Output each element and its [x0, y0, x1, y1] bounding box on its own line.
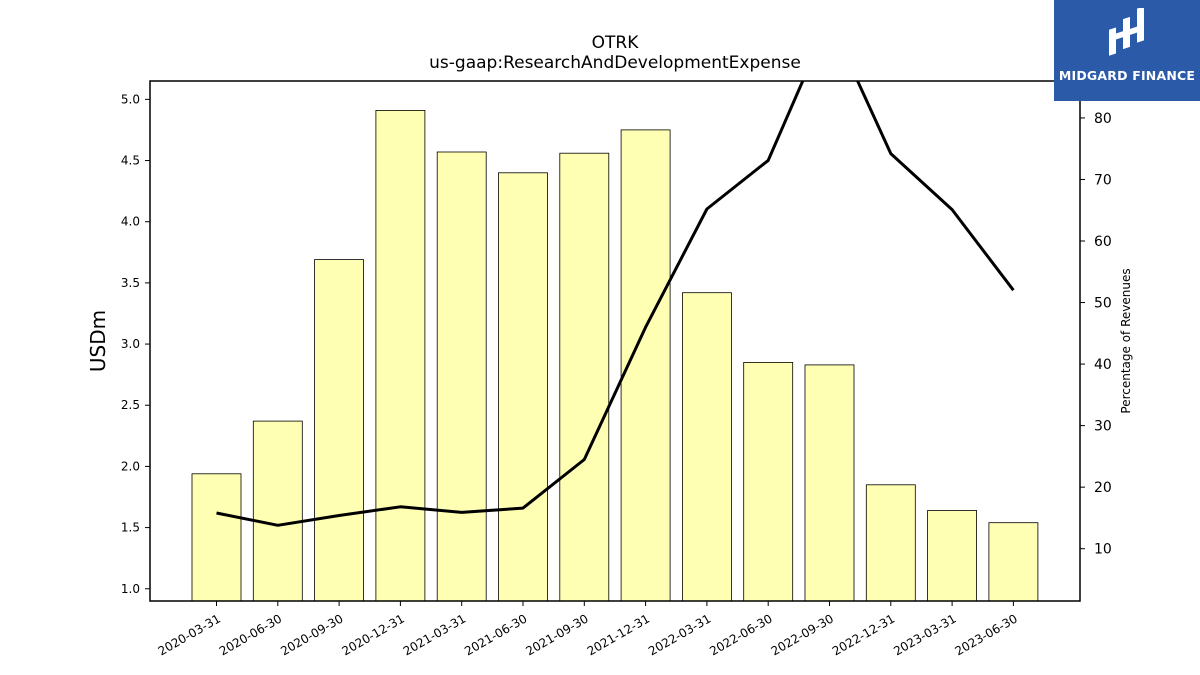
- y-tick-label: 2.0: [121, 459, 140, 473]
- y-tick-label: 5.0: [121, 92, 140, 106]
- plot-frame: [149, 80, 1081, 602]
- bar-2022-06-30: [743, 361, 794, 602]
- logo-text: MIDGARD FINANCE: [1058, 68, 1196, 83]
- y-tick-label: 3.0: [121, 337, 140, 351]
- line-series: [216, 81, 1015, 527]
- y-tick-label: 2.5: [121, 398, 140, 412]
- x-tick-label: 2021-12-31: [585, 611, 652, 658]
- bar-2021-09-30: [559, 152, 610, 602]
- bar-2020-12-31: [375, 110, 426, 602]
- chart-title: OTRK: [592, 33, 640, 53]
- x-tick-label: 2020-06-30: [217, 611, 284, 658]
- x-axis: 2020-03-312020-06-302020-09-302020-12-31…: [156, 601, 1020, 658]
- y-tick-label: 1.0: [121, 582, 140, 596]
- chart-subtitle: us-gaap:ResearchAndDevelopmentExpense: [429, 53, 801, 73]
- x-tick-label: 2022-09-30: [769, 611, 836, 658]
- bar-2020-03-31: [191, 473, 242, 602]
- x-tick-label: 2023-03-31: [891, 611, 958, 658]
- bar-2021-06-30: [498, 172, 548, 602]
- y2-tick-label: 20: [1094, 480, 1112, 496]
- y-axis-right: 10 20 30 40 50 60 70 80: [1080, 111, 1112, 558]
- x-tick-label: 2021-06-30: [462, 611, 529, 658]
- bar-2022-03-31: [682, 292, 732, 602]
- x-tick-label: 2020-03-31: [156, 611, 223, 658]
- x-tick-label: 2022-06-30: [707, 611, 774, 658]
- bar-2020-06-30: [252, 420, 303, 602]
- x-tick-label: 2021-03-31: [401, 611, 468, 658]
- y-axis-label: USDm: [86, 310, 110, 372]
- y2-tick-label: 80: [1094, 111, 1112, 127]
- y2-tick-label: 50: [1094, 296, 1112, 312]
- y2-tick-label: 60: [1094, 234, 1112, 250]
- y2-axis-label: Percentage of Revenues: [1119, 268, 1133, 413]
- x-tick-label: 2020-09-30: [278, 611, 345, 658]
- y2-tick-label: 40: [1094, 357, 1112, 373]
- midgard-logo-icon: [1109, 8, 1144, 56]
- bar-2021-03-31: [436, 151, 487, 602]
- x-tick-label: 2022-03-31: [646, 611, 713, 658]
- bar-2022-09-30: [804, 364, 855, 602]
- bar-2023-03-31: [927, 510, 977, 602]
- bar-2020-09-30: [314, 259, 365, 602]
- y2-tick-label: 70: [1094, 172, 1112, 188]
- y-tick-label: 1.5: [121, 521, 140, 535]
- y-tick-label: 3.5: [121, 276, 140, 290]
- x-tick-label: 2023-06-30: [952, 611, 1019, 658]
- y-tick-label: 4.0: [121, 215, 140, 229]
- y2-tick-label: 30: [1094, 419, 1112, 435]
- y-axis-left: 1.0 1.5 2.0 2.5 3.0 3.5 4.0 4.5 5.0: [121, 92, 150, 596]
- brand-logo: MIDGARD FINANCE: [1054, 0, 1200, 101]
- bar-2023-06-30: [988, 522, 1039, 602]
- bar-series: [191, 110, 1039, 602]
- y2-tick-label: 10: [1094, 542, 1112, 558]
- x-tick-label: 2022-12-31: [830, 611, 897, 658]
- bar-2022-12-31: [865, 484, 916, 602]
- x-tick-label: 2021-09-30: [523, 611, 590, 658]
- x-tick-label: 2020-12-31: [339, 611, 406, 658]
- y-tick-label: 4.5: [121, 154, 140, 168]
- percentage-line: [216, 81, 1015, 527]
